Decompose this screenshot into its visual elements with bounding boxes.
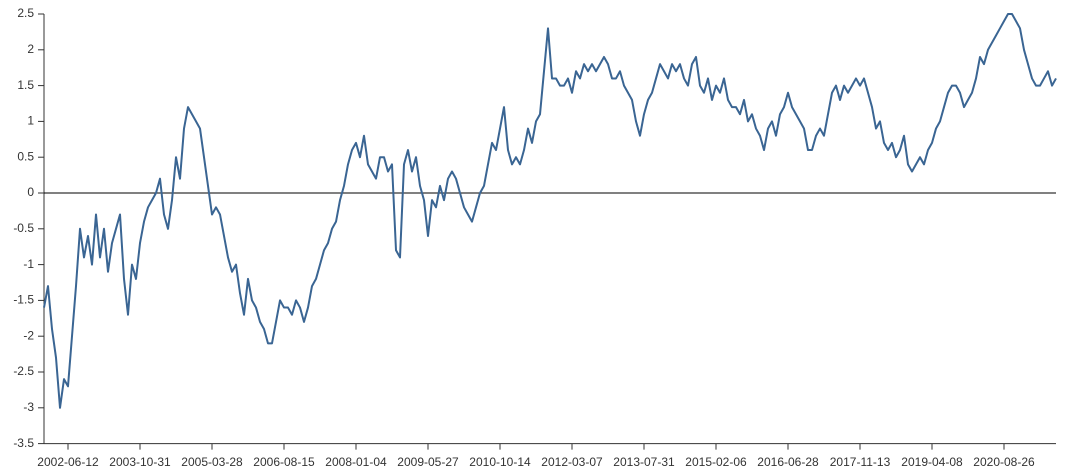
x-tick-label: 2017-11-13	[830, 455, 891, 468]
x-tick-label: 2005-03-28	[181, 455, 243, 468]
x-tick-label: 2003-10-31	[109, 455, 171, 468]
y-tick-label: -3	[23, 400, 34, 414]
x-tick-label: 2002-06-12	[37, 455, 99, 468]
y-tick-label: -1	[23, 257, 34, 271]
x-tick-label: 2006-08-15	[253, 455, 315, 468]
x-tick-label: 2010-10-14	[469, 455, 531, 468]
x-tick-label: 2019-04-08	[901, 455, 963, 468]
y-tick-label: -2.5	[13, 364, 34, 378]
y-tick-label: -1.5	[13, 293, 34, 307]
y-tick-label: 2	[27, 42, 34, 56]
y-tick-label: 1.5	[17, 78, 34, 92]
y-tick-label: -0.5	[13, 221, 34, 235]
x-tick-label: 2009-05-27	[397, 455, 459, 468]
x-tick-label: 2020-08-26	[973, 455, 1035, 468]
y-tick-label: 0	[27, 185, 34, 199]
x-tick-label: 2016-06-28	[757, 455, 819, 468]
x-tick-label: 2013-07-31	[613, 455, 675, 468]
y-tick-label: -3.5	[13, 436, 34, 450]
x-tick-label: 2015-02-06	[685, 455, 747, 468]
y-tick-label: 2.5	[17, 6, 34, 20]
y-tick-label: 1	[27, 114, 34, 128]
data-line	[43, 13, 1057, 409]
x-tick-label: 2008-01-04	[325, 455, 387, 468]
y-tick-label: -2	[23, 328, 34, 342]
x-tick-label: 2012-03-07	[541, 455, 603, 468]
y-tick-label: 0.5	[17, 149, 34, 163]
